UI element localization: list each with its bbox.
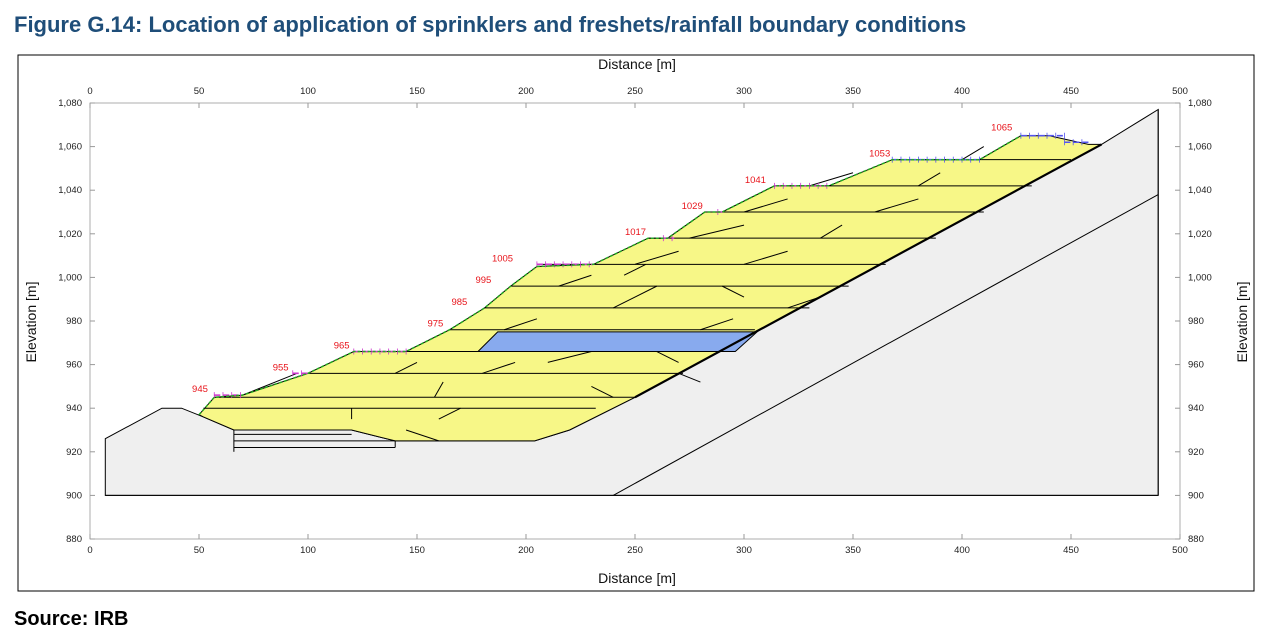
x-tick-label: 200 [518,86,534,97]
x-tick-label: 0 [87,545,92,556]
sprinkler-boundaries [213,132,1089,399]
x-tick-label: 300 [736,545,752,556]
x-tick-label: 100 [300,545,316,556]
joint-line [689,224,745,239]
y-tick-label: 920 [1188,447,1204,458]
joint-line [678,372,701,383]
elevation-label: 965 [334,341,350,352]
joint-line [743,250,788,265]
joint-line [656,351,679,363]
x-tick-label: 500 [1172,86,1188,97]
y-tick-label: 900 [66,490,82,501]
x-tick-label: 300 [736,86,752,97]
joint-line [558,274,592,287]
y-tick-label: 1,080 [58,98,82,109]
x-tick-label: 450 [1063,545,1079,556]
joint-line [504,318,538,331]
joint-line [874,198,919,213]
joint-line [721,285,745,298]
y-tick-label: 1,040 [1188,185,1212,196]
elevation-label: 1017 [625,227,646,238]
figure-title: Figure G.14: Location of application of … [14,12,967,37]
joint-line [612,285,658,309]
joint-line [961,146,985,161]
y-tick-label: 980 [66,316,82,327]
elevation-label: 1029 [682,201,703,212]
y-tick-label: 940 [1188,403,1204,414]
x-tick-label: 500 [1172,545,1188,556]
x-tick-label: 0 [87,86,92,97]
elevation-label: 985 [451,297,467,308]
bedrock-slope-line [612,194,1159,496]
joint-line [820,224,843,239]
x-tick-label: 350 [845,545,861,556]
elevation-label: 945 [192,384,208,395]
joint-line [634,250,679,265]
y-tick-label: 960 [1188,360,1204,371]
slope-surface-line [634,143,1103,399]
y-tick-label: 900 [1188,490,1204,501]
elevation-label: 975 [427,319,443,330]
y-tick-label: 880 [1188,534,1204,545]
y-axis-title-left: Elevation [m] [23,282,39,363]
y-tick-label: 1,020 [1188,229,1212,240]
y-tick-label: 920 [66,447,82,458]
water-zone [476,331,759,352]
y-tick-label: 940 [66,403,82,414]
x-tick-label: 150 [409,86,425,97]
x-tick-label: 400 [954,86,970,97]
elevation-label: 1005 [492,253,513,264]
figure-source: Source: IRB [14,608,129,630]
bedrock-lines [105,109,1159,496]
joint-line [623,263,647,276]
x-tick-label: 250 [627,86,643,97]
x-tick-label: 50 [194,86,205,97]
joint-line [482,361,516,374]
y-tick-label: 1,060 [58,142,82,153]
joint-line [405,429,439,442]
y-tick-label: 1,020 [58,229,82,240]
x-tick-label: 200 [518,545,534,556]
joint-line [700,318,734,331]
y-tick-label: 1,000 [58,272,82,283]
x-tick-label: 400 [954,545,970,556]
x-tick-label: 450 [1063,86,1079,97]
elevation-label: 995 [475,275,491,286]
joint-line [918,172,941,187]
y-tick-label: 960 [66,360,82,371]
x-tick-label: 350 [845,86,861,97]
elevation-label: 1065 [991,123,1012,134]
elevation-label: 1041 [745,175,766,186]
joint-line [438,407,461,420]
elevation-label: 955 [273,362,289,373]
x-axis-title-top: Distance [m] [598,56,676,72]
y-tick-label: 880 [66,534,82,545]
x-tick-label: 50 [194,545,205,556]
x-axis-bottom: 0 50 100 150 200 250 300 350 400 450 500 [87,534,1188,556]
y-tick-label: 1,000 [1188,272,1212,283]
y-tick-label: 1,060 [1188,142,1212,153]
x-axis-top: 0 50 100 150 200 250 300 350 400 450 500 [87,86,1188,108]
joint-line [434,381,444,398]
x-tick-label: 150 [409,545,425,556]
joint-line [591,385,614,398]
x-axis-title-bottom: Distance [m] [598,570,676,586]
y-axis-title-right: Elevation [m] [1234,282,1250,363]
elevation-label: 1053 [869,149,890,160]
y-axis-right: 880 900 920 940 960 980 1,000 1,020 1,040 1,060 1,… [1175,98,1212,545]
y-axis-left: 880 900 920 940 960 980 1,000 1,020 1,040 1,060 1,… [58,98,95,545]
joint-line [394,361,418,374]
joint-line [547,351,592,363]
y-tick-label: 1,040 [58,185,82,196]
joint-line [809,172,854,187]
x-tick-label: 100 [300,86,316,97]
joint-line [743,198,788,213]
y-tick-label: 980 [1188,316,1204,327]
y-tick-label: 1,080 [1188,98,1212,109]
x-tick-label: 250 [627,545,643,556]
